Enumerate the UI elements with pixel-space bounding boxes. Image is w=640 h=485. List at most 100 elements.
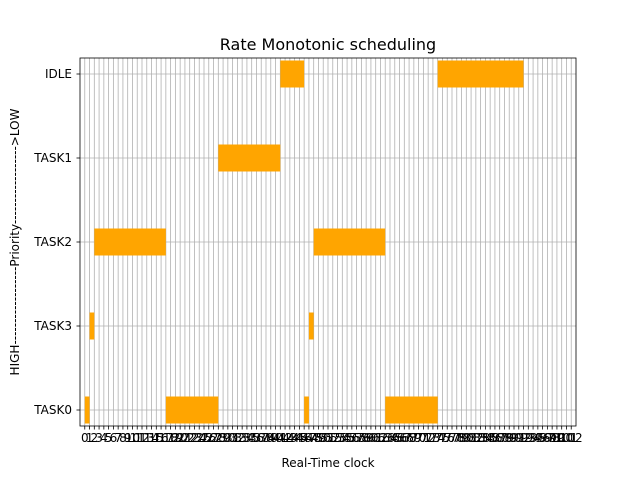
- x-tick-label: 25: [196, 431, 211, 445]
- x-tick-label: 98: [545, 431, 560, 445]
- x-tick-label: 99: [549, 431, 564, 445]
- x-tick-label: 67: [397, 431, 412, 445]
- x-tick-label: 85: [483, 431, 498, 445]
- x-tick-label: 82: [468, 431, 483, 445]
- x-tick-label: 47: [301, 431, 316, 445]
- x-tick-label: 93: [521, 431, 536, 445]
- schedule-bar-task3: [89, 312, 95, 340]
- x-tick-label: 64: [382, 431, 397, 445]
- x-tick-label: 16: [153, 431, 168, 445]
- x-tick-label: 31: [225, 431, 240, 445]
- x-tick-label: 8: [119, 431, 127, 445]
- x-tick-label: 77: [444, 431, 459, 445]
- x-tick-label: 94: [525, 431, 540, 445]
- x-tick-label: 58: [354, 431, 369, 445]
- x-tick-label: 7: [114, 431, 122, 445]
- schedule-bar-task0: [165, 396, 219, 424]
- y-axis-label: HIGH------------------Priority----------…: [8, 108, 22, 375]
- x-tick-label: 55: [339, 431, 354, 445]
- x-tick-label: 53: [330, 431, 345, 445]
- x-tick-label: 17: [158, 431, 173, 445]
- y-tick-label: TASK2: [33, 235, 72, 249]
- y-tick-label: TASK1: [33, 151, 72, 165]
- x-tick-label: 69: [406, 431, 421, 445]
- x-tick-label: 76: [440, 431, 455, 445]
- x-tick-label: 40: [268, 431, 283, 445]
- x-tick-label: 52: [325, 431, 340, 445]
- bars-layer: [84, 60, 524, 424]
- x-tick-label: 62: [373, 431, 388, 445]
- x-tick-label: 83: [473, 431, 488, 445]
- x-tick-label: 74: [430, 431, 445, 445]
- x-tick-label: 18: [163, 431, 178, 445]
- x-tick-label: 1: [86, 431, 94, 445]
- chart-title: Rate Monotonic scheduling: [220, 35, 436, 54]
- x-tick-label: 61: [368, 431, 383, 445]
- x-tick-label: 57: [349, 431, 364, 445]
- x-tick-label: 92: [516, 431, 531, 445]
- x-tick-label: 75: [435, 431, 450, 445]
- x-tick-label: 10: [125, 431, 140, 445]
- x-tick-label: 63: [378, 431, 393, 445]
- x-tick-label: 6: [110, 431, 118, 445]
- x-tick-label: 13: [139, 431, 154, 445]
- x-tick-label: 73: [425, 431, 440, 445]
- x-tick-label: 65: [387, 431, 402, 445]
- x-tick-label: 84: [478, 431, 493, 445]
- x-tick-label: 87: [492, 431, 507, 445]
- x-tick-label: 23: [187, 431, 202, 445]
- x-tick-label: 88: [497, 431, 512, 445]
- x-tick-label: 51: [320, 431, 335, 445]
- x-tick-label: 36: [249, 431, 264, 445]
- x-axis-label: Real-Time clock: [281, 456, 374, 470]
- x-tick-label: 54: [335, 431, 350, 445]
- x-tick-label: 42: [277, 431, 292, 445]
- x-tick-label: 32: [230, 431, 245, 445]
- y-tick-label: TASK0: [33, 403, 72, 417]
- x-tick-label: 2: [90, 431, 98, 445]
- x-tick-label: 26: [201, 431, 216, 445]
- x-tick-label: 45: [292, 431, 307, 445]
- x-ticks: 0123456789101112131415161718192021222324…: [81, 426, 583, 445]
- x-tick-label: 5: [105, 431, 113, 445]
- x-tick-label: 29: [215, 431, 230, 445]
- x-tick-label: 3: [95, 431, 103, 445]
- x-tick-label: 101: [555, 431, 578, 445]
- x-tick-label: 100: [550, 431, 573, 445]
- x-tick-label: 21: [177, 431, 192, 445]
- x-tick-label: 43: [282, 431, 297, 445]
- x-tick-label: 102: [560, 431, 583, 445]
- x-tick-label: 41: [273, 431, 288, 445]
- schedule-bar-task2: [94, 228, 166, 256]
- x-tick-label: 28: [211, 431, 226, 445]
- schedule-bar-task3: [308, 312, 314, 340]
- x-tick-label: 11: [130, 431, 145, 445]
- x-tick-label: 12: [134, 431, 149, 445]
- x-tick-label: 44: [287, 431, 302, 445]
- x-tick-label: 4: [100, 431, 108, 445]
- x-tick-label: 66: [392, 431, 407, 445]
- x-tick-label: 24: [192, 431, 207, 445]
- x-tick-label: 81: [463, 431, 478, 445]
- x-tick-label: 70: [411, 431, 426, 445]
- x-tick-label: 71: [416, 431, 431, 445]
- x-tick-label: 46: [297, 431, 312, 445]
- x-tick-label: 56: [344, 431, 359, 445]
- x-tick-label: 14: [144, 431, 159, 445]
- x-tick-label: 59: [359, 431, 374, 445]
- schedule-bar-task0: [385, 396, 438, 424]
- x-tick-label: 37: [254, 431, 269, 445]
- x-tick-label: 0: [81, 431, 89, 445]
- x-tick-label: 38: [258, 431, 273, 445]
- x-tick-label: 91: [511, 431, 526, 445]
- x-tick-label: 68: [401, 431, 416, 445]
- x-tick-label: 30: [220, 431, 235, 445]
- x-tick-label: 95: [530, 431, 545, 445]
- y-ticks: TASK0 TASK3 TASK2 TASK1 IDLE: [33, 67, 80, 417]
- x-tick-label: 49: [311, 431, 326, 445]
- x-tick-label: 90: [506, 431, 521, 445]
- schedule-bar-idle: [280, 60, 305, 88]
- x-tick-label: 72: [421, 431, 436, 445]
- x-tick-label: 20: [173, 431, 188, 445]
